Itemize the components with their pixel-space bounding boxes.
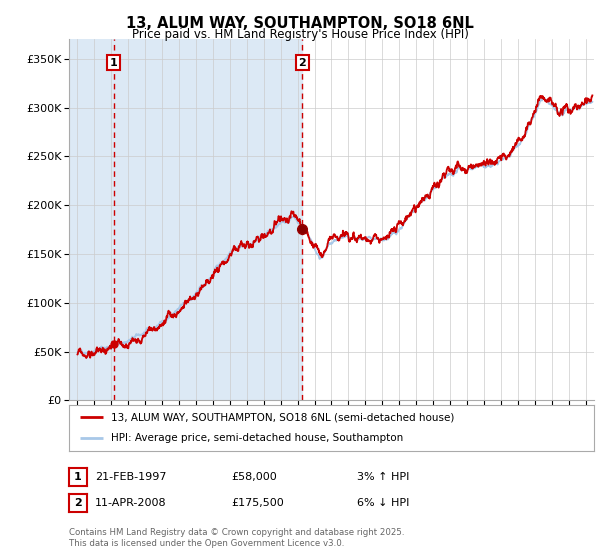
Text: 6% ↓ HPI: 6% ↓ HPI xyxy=(357,498,409,508)
Text: 13, ALUM WAY, SOUTHAMPTON, SO18 6NL: 13, ALUM WAY, SOUTHAMPTON, SO18 6NL xyxy=(126,16,474,31)
Text: 11-APR-2008: 11-APR-2008 xyxy=(95,498,166,508)
Text: HPI: Average price, semi-detached house, Southampton: HPI: Average price, semi-detached house,… xyxy=(111,433,403,444)
Text: 2: 2 xyxy=(298,58,306,68)
Text: £175,500: £175,500 xyxy=(231,498,284,508)
Bar xyxy=(69,39,302,400)
Text: £58,000: £58,000 xyxy=(231,472,277,482)
Text: 1: 1 xyxy=(110,58,118,68)
Text: 1: 1 xyxy=(74,472,82,482)
Text: 13, ALUM WAY, SOUTHAMPTON, SO18 6NL (semi-detached house): 13, ALUM WAY, SOUTHAMPTON, SO18 6NL (sem… xyxy=(111,412,454,422)
Text: Price paid vs. HM Land Registry's House Price Index (HPI): Price paid vs. HM Land Registry's House … xyxy=(131,28,469,41)
Text: 2: 2 xyxy=(74,498,82,508)
Text: 21-FEB-1997: 21-FEB-1997 xyxy=(95,472,166,482)
Text: 3% ↑ HPI: 3% ↑ HPI xyxy=(357,472,409,482)
Text: Contains HM Land Registry data © Crown copyright and database right 2025.
This d: Contains HM Land Registry data © Crown c… xyxy=(69,528,404,548)
